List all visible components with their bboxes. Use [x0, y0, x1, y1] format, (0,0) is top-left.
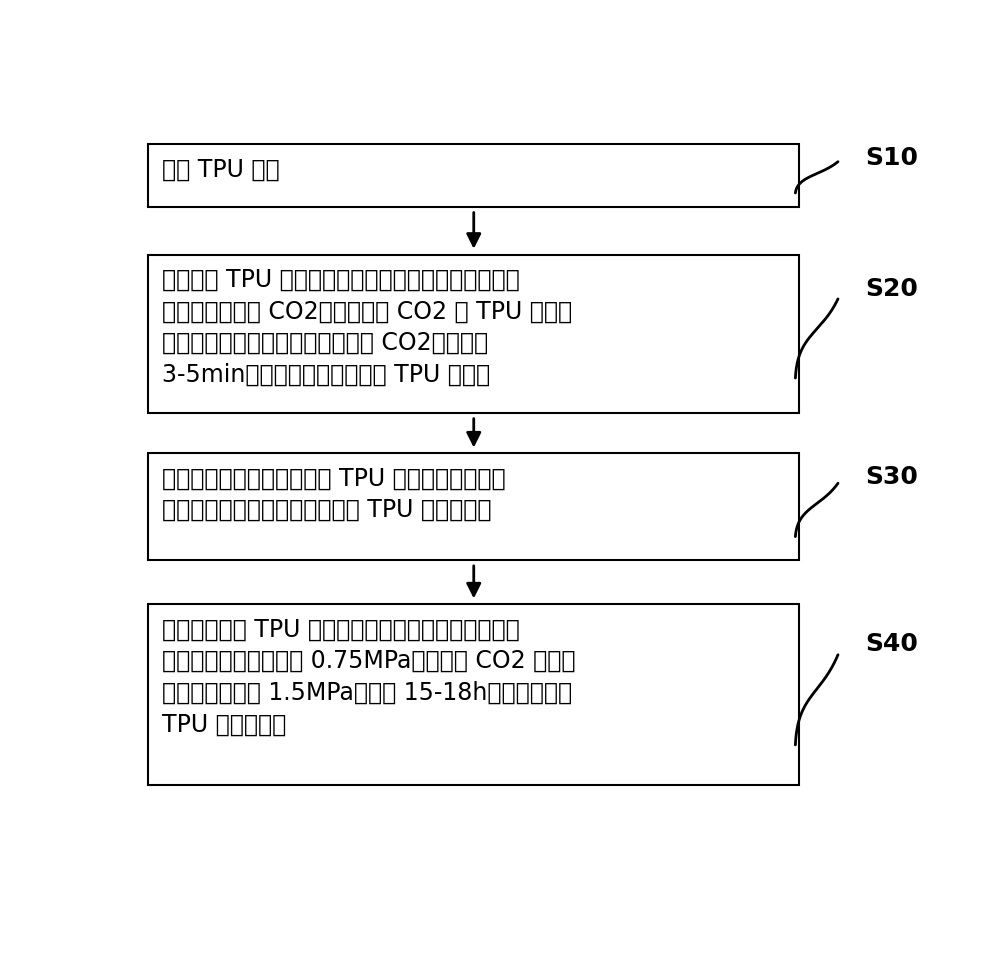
Text: S30: S30 — [865, 465, 918, 489]
Text: 选用 TPU 颜粒: 选用 TPU 颜粒 — [162, 158, 280, 182]
Bar — [148, 254, 799, 413]
Text: S10: S10 — [865, 146, 918, 170]
Text: 发泡，将所述溶膈未发泡的 TPU 颜粒从高压釜中取
出，置于恒温热风设备中，得到 TPU 发泡颜粒；: 发泡，将所述溶膈未发泡的 TPU 颜粒从高压釜中取 出，置于恒温热风设备中，得到… — [162, 467, 506, 522]
Text: S20: S20 — [865, 277, 918, 301]
Bar — [148, 144, 799, 206]
Bar — [148, 604, 799, 785]
Text: S40: S40 — [865, 632, 918, 656]
Text: 颜粒塑型，将 TPU 发泡颜粒置于保压容器内，向保压
容器内通入干燥空气至 0.75MPa，再通入 CO2 至保压
容器内压力达到 1.5MPa，保压 15-1: 颜粒塑型，将 TPU 发泡颜粒置于保压容器内，向保压 容器内通入干燥空气至 0.… — [162, 618, 576, 736]
Text: 浸润，将 TPU 颜粒置于高压釜内并密封，往高压釜内
通入超临界状态 CO2，加压使得 CO2 与 TPU 颜粒达
到饱和状态，匀速排空超临界状态 CO2，时间: 浸润，将 TPU 颜粒置于高压釜内并密封，往高压釜内 通入超临界状态 CO2，加… — [162, 268, 572, 386]
Bar — [148, 453, 799, 560]
